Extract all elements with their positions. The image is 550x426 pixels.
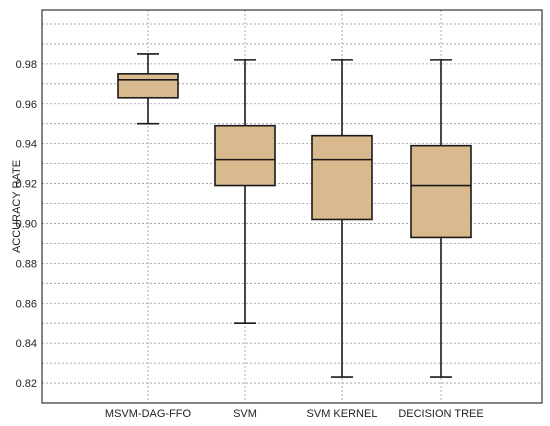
box-iqr <box>311 134 373 221</box>
x-tick-labels: MSVM-DAG-FFO SVM SVM KERNEL DECISION TREE <box>105 408 484 420</box>
y-tick-labels: 0.82 0.84 0.86 0.88 0.90 0.92 0.94 0.96 0.98 <box>16 59 37 390</box>
x-tick-label: DECISION TREE <box>398 408 483 420</box>
y-tick-label: 0.86 <box>16 298 37 310</box>
y-axis-label: ACCURACY RATE <box>11 160 23 253</box>
box-group <box>214 59 276 325</box>
boxes <box>117 53 472 378</box>
x-tick-label: MSVM-DAG-FFO <box>105 408 192 420</box>
y-tick-label: 0.88 <box>16 258 37 270</box>
y-tick-label: 0.90 <box>16 218 37 230</box>
y-tick-label: 0.92 <box>16 179 37 191</box>
box-group <box>410 59 472 378</box>
plot-frame <box>41 9 543 404</box>
box-group <box>117 53 179 125</box>
x-tick-label: SVM <box>233 408 257 420</box>
box-iqr <box>410 144 472 239</box>
y-tick-label: 0.84 <box>16 338 37 350</box>
y-tick-label: 0.98 <box>16 59 37 71</box>
box-group <box>311 59 373 378</box>
y-tick-label: 0.94 <box>16 139 37 151</box>
box-iqr <box>117 73 179 99</box>
y-tick-label: 0.96 <box>16 99 37 111</box>
box-iqr <box>214 124 276 187</box>
y-tick-label: 0.82 <box>16 378 37 390</box>
x-tick-label: SVM KERNEL <box>307 408 378 420</box>
